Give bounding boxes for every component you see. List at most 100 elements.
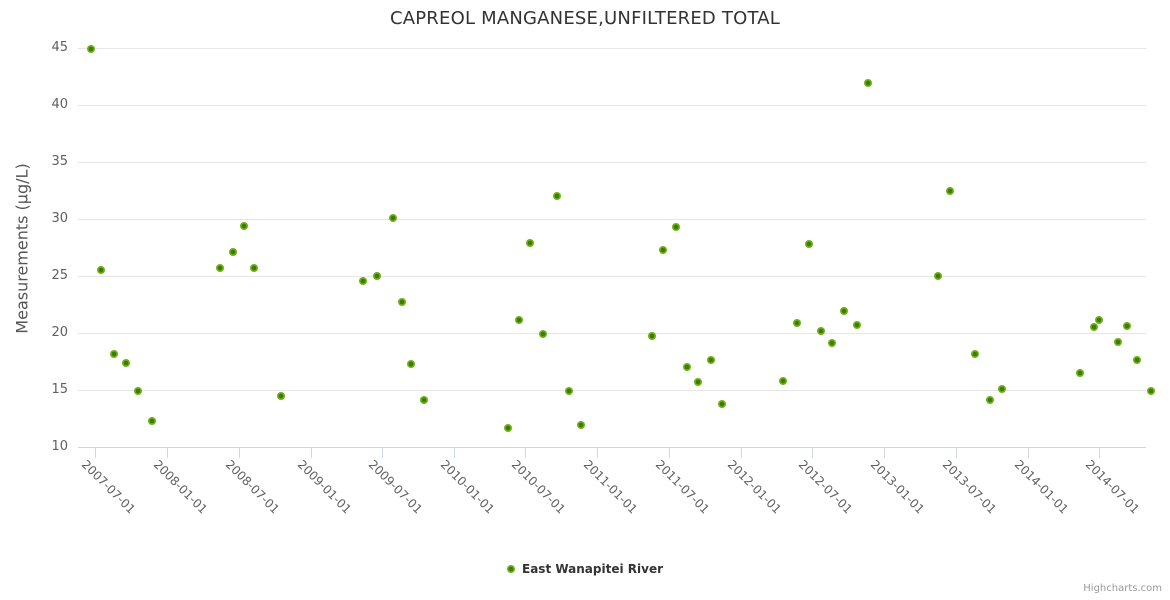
- data-point[interactable]: [419, 396, 428, 405]
- data-point[interactable]: [97, 266, 106, 275]
- data-point[interactable]: [985, 396, 994, 405]
- data-point[interactable]: [249, 264, 258, 273]
- data-point[interactable]: [1095, 316, 1104, 325]
- legend-series-marker-icon: [507, 565, 515, 573]
- y-axis-label: 40: [51, 97, 68, 112]
- data-point[interactable]: [828, 339, 837, 348]
- data-point[interactable]: [240, 221, 249, 230]
- data-point[interactable]: [971, 349, 980, 358]
- y-axis-label: 10: [51, 439, 68, 454]
- y-axis-label: 35: [51, 154, 68, 169]
- data-point[interactable]: [853, 321, 862, 330]
- x-axis-tick: [1098, 448, 1100, 458]
- data-point[interactable]: [779, 376, 788, 385]
- x-axis-label: 2013-01-01: [868, 457, 928, 517]
- data-point[interactable]: [933, 272, 942, 280]
- x-axis-line: [78, 447, 1146, 448]
- y-axis-label: 30: [51, 211, 68, 226]
- data-point[interactable]: [717, 399, 726, 408]
- y-gridline: [78, 104, 1146, 106]
- x-axis-label: 2012-01-01: [724, 457, 784, 517]
- data-point[interactable]: [553, 192, 562, 201]
- x-axis-label: 2013-07-01: [939, 457, 999, 517]
- data-point[interactable]: [671, 222, 680, 231]
- data-point[interactable]: [817, 326, 826, 335]
- x-axis-tick: [310, 448, 312, 458]
- data-point[interactable]: [526, 238, 535, 247]
- x-axis-tick: [238, 448, 240, 458]
- x-axis-label: 2011-07-01: [652, 457, 712, 517]
- y-gridline: [78, 47, 1146, 49]
- data-point[interactable]: [792, 318, 801, 327]
- data-point[interactable]: [515, 316, 524, 325]
- data-point[interactable]: [407, 359, 416, 368]
- x-axis-label: 2008-01-01: [151, 457, 211, 517]
- x-axis-label: 2014-01-01: [1011, 457, 1071, 517]
- data-point[interactable]: [647, 332, 656, 341]
- data-point[interactable]: [358, 276, 367, 285]
- data-point[interactable]: [1147, 387, 1156, 396]
- data-point[interactable]: [804, 240, 813, 249]
- x-axis-label: 2014-07-01: [1082, 457, 1142, 517]
- legend[interactable]: East Wanapitei River: [0, 562, 1170, 576]
- data-point[interactable]: [839, 307, 848, 316]
- x-axis-label: 2010-01-01: [437, 457, 498, 517]
- data-point[interactable]: [109, 349, 118, 358]
- x-axis-tick: [525, 448, 527, 458]
- data-point[interactable]: [1133, 356, 1142, 365]
- y-gridline: [78, 218, 1146, 220]
- data-point[interactable]: [1114, 338, 1123, 347]
- data-point[interactable]: [215, 264, 224, 273]
- x-axis-tick: [1027, 448, 1029, 458]
- x-axis-tick: [812, 448, 814, 458]
- data-point[interactable]: [538, 330, 547, 339]
- data-point[interactable]: [658, 245, 667, 254]
- data-point[interactable]: [577, 421, 586, 430]
- x-axis-label: 2011-01-01: [581, 457, 641, 517]
- x-axis-tick: [668, 448, 670, 458]
- y-axis-label: 45: [51, 40, 68, 55]
- y-gridline: [78, 161, 1146, 163]
- data-point[interactable]: [1075, 368, 1084, 377]
- data-point[interactable]: [87, 45, 96, 54]
- data-point[interactable]: [228, 248, 237, 257]
- data-point[interactable]: [682, 363, 691, 372]
- data-point[interactable]: [397, 298, 406, 307]
- data-point[interactable]: [998, 384, 1007, 393]
- data-point[interactable]: [946, 186, 955, 195]
- data-point[interactable]: [276, 391, 285, 400]
- x-axis-label: 2012-07-01: [796, 457, 856, 517]
- data-point[interactable]: [388, 213, 397, 222]
- x-axis-label: 2008-07-01: [222, 457, 282, 517]
- x-axis-label: 2009-07-01: [365, 457, 425, 517]
- y-axis-label: 20: [51, 325, 68, 340]
- data-point[interactable]: [133, 387, 142, 396]
- x-axis-label: 2007-07-01: [78, 457, 139, 517]
- x-axis-tick: [95, 448, 96, 458]
- y-gridline: [78, 389, 1146, 391]
- data-point[interactable]: [147, 416, 156, 425]
- data-point[interactable]: [706, 356, 715, 365]
- legend-series-label: East Wanapitei River: [522, 562, 663, 576]
- y-axis-label: 15: [51, 382, 68, 397]
- x-axis-label: 2009-01-01: [294, 457, 354, 517]
- x-axis-tick: [597, 448, 599, 458]
- x-axis-tick: [381, 448, 383, 458]
- data-point[interactable]: [504, 423, 513, 432]
- y-axis-label: 25: [51, 268, 68, 283]
- x-axis-tick: [884, 448, 886, 458]
- data-point[interactable]: [1090, 323, 1099, 332]
- data-point[interactable]: [1123, 322, 1132, 331]
- data-point[interactable]: [693, 378, 702, 387]
- x-axis-tick: [167, 448, 169, 458]
- data-point[interactable]: [372, 272, 381, 280]
- data-point[interactable]: [863, 79, 872, 88]
- y-gridline: [78, 275, 1146, 277]
- x-axis-label: 2010-07-01: [509, 457, 569, 517]
- data-point[interactable]: [122, 358, 130, 367]
- data-point[interactable]: [565, 387, 574, 396]
- chart-title: CAPREOL MANGANESE,UNFILTERED TOTAL: [389, 8, 781, 29]
- highcharts-credits-link[interactable]: Highcharts.com: [1083, 583, 1162, 594]
- y-gridline: [78, 332, 1146, 334]
